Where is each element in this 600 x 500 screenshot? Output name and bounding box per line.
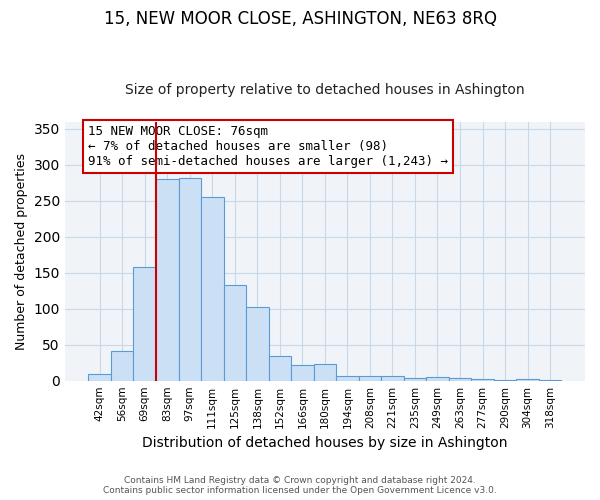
- Bar: [471, 379, 494, 380]
- Text: 15, NEW MOOR CLOSE, ASHINGTON, NE63 8RQ: 15, NEW MOOR CLOSE, ASHINGTON, NE63 8RQ: [104, 10, 497, 28]
- Bar: [111, 351, 133, 380]
- Title: Size of property relative to detached houses in Ashington: Size of property relative to detached ho…: [125, 83, 525, 97]
- Bar: [314, 364, 336, 380]
- Bar: [404, 378, 426, 380]
- Bar: [201, 198, 224, 380]
- Bar: [381, 376, 404, 380]
- Bar: [336, 376, 359, 380]
- Text: Contains HM Land Registry data © Crown copyright and database right 2024.
Contai: Contains HM Land Registry data © Crown c…: [103, 476, 497, 495]
- Bar: [449, 378, 471, 380]
- Bar: [246, 306, 269, 380]
- Bar: [517, 379, 539, 380]
- Bar: [179, 178, 201, 380]
- Bar: [426, 377, 449, 380]
- X-axis label: Distribution of detached houses by size in Ashington: Distribution of detached houses by size …: [142, 436, 508, 450]
- Bar: [156, 180, 179, 380]
- Text: 15 NEW MOOR CLOSE: 76sqm
← 7% of detached houses are smaller (98)
91% of semi-de: 15 NEW MOOR CLOSE: 76sqm ← 7% of detache…: [88, 126, 448, 168]
- Bar: [359, 376, 381, 380]
- Bar: [133, 267, 156, 380]
- Bar: [269, 356, 291, 380]
- Bar: [88, 374, 111, 380]
- Bar: [224, 285, 246, 380]
- Y-axis label: Number of detached properties: Number of detached properties: [15, 152, 28, 350]
- Bar: [291, 365, 314, 380]
